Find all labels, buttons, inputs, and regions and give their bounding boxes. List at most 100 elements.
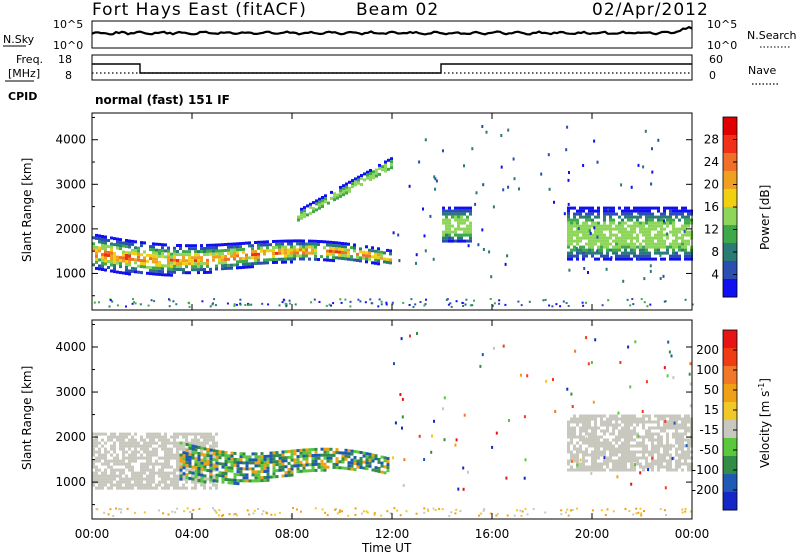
power-echo-cell (681, 215, 684, 219)
velocity-echo-cell (334, 508, 337, 511)
power-echo-cell (236, 263, 239, 267)
power-echo-cell (284, 257, 287, 261)
velocity-echo-cell (657, 417, 660, 421)
power-echo-cell (245, 262, 248, 266)
velocity-echo-cell (98, 474, 101, 478)
velocity-echo-cell (665, 514, 667, 516)
power-echo-cell (341, 251, 344, 254)
velocity-echo-cell (466, 470, 469, 474)
power-echo-cell (687, 221, 690, 225)
power-echo-cell (681, 245, 684, 249)
power-echo-cell (621, 251, 624, 255)
velocity-echo-cell (116, 453, 119, 457)
power-echo-cell (645, 245, 648, 249)
velocity-echo-cell (134, 471, 137, 475)
velocity-echo-cell (386, 460, 390, 464)
velocity-echo-cell (609, 444, 612, 448)
power-echo-cell (565, 148, 568, 152)
power-echo-cell (657, 224, 660, 228)
velocity-echo-cell (663, 423, 666, 427)
power-echo-cell (445, 218, 448, 222)
velocity-echo-cell (164, 447, 167, 451)
velocity-echo-cell (164, 438, 167, 442)
power-echo-cell (442, 212, 445, 216)
velocity-echo-cell (116, 456, 119, 460)
velocity-echo-cell (167, 474, 170, 478)
velocity-echo-cell (95, 456, 98, 460)
power-echo-cell (339, 191, 342, 195)
velocity-echo-cell (161, 456, 164, 460)
velocity-echo-cell (302, 451, 306, 455)
velocity-echo-cell (672, 420, 675, 424)
power-echo-cell (681, 233, 684, 237)
velocity-echo-cell (125, 435, 128, 439)
velocity-echo-cell (128, 453, 131, 457)
velocity-echo-cell (248, 479, 252, 483)
power-echo-cell (624, 251, 627, 255)
velocity-unit-exponent: -1 (757, 383, 766, 391)
velocity-echo-cell (104, 462, 107, 466)
power-echo-cell (570, 206, 573, 210)
power-echo-cell (257, 258, 260, 262)
velocity-echo-cell (657, 453, 660, 457)
velocity-echo-cell (188, 452, 192, 456)
velocity-echo-cell (164, 432, 167, 436)
velocity-echo-cell (314, 507, 317, 510)
power-ylabel: Slant Range [km] (20, 158, 34, 262)
power-echo-cell (125, 245, 128, 248)
power-echo-cell (308, 245, 311, 249)
velocity-echo-cell (203, 486, 206, 490)
power-echo-cell (369, 172, 372, 175)
velocity-echo-cell (588, 426, 591, 430)
velocity-echo-cell (149, 444, 152, 448)
power-echo-cell (600, 227, 603, 231)
power-echo-cell (188, 256, 191, 260)
velocity-echo-cell (350, 467, 354, 471)
velocity-echo-cell (125, 441, 128, 445)
velocity-echo-cell (119, 447, 122, 451)
power-echo-cell (333, 198, 336, 202)
power-echo-cell (573, 245, 576, 249)
velocity-echo-cell (657, 414, 660, 418)
power-echo-cell (640, 298, 643, 301)
velocity-echo-cell (101, 477, 104, 481)
velocity-echo-cell (212, 462, 215, 466)
power-echo-cell (600, 239, 603, 243)
power-echo-cell (158, 272, 161, 276)
velocity-echo-cell (182, 457, 186, 461)
power-echo-cell (281, 248, 284, 252)
power-echo-cell (637, 257, 640, 261)
power-echo-cell (588, 229, 591, 233)
power-echo-cell (107, 266, 110, 269)
power-echo-cell (236, 251, 239, 255)
power-echo-cell (116, 258, 119, 262)
power-echo-cell (672, 230, 675, 234)
velocity-echo-cell (140, 465, 143, 469)
power-echo-cell (457, 209, 460, 213)
velocity-echo-cell (131, 468, 134, 472)
velocity-echo-cell (585, 447, 588, 451)
velocity-echo-cell (233, 463, 237, 467)
power-echo-cell (344, 248, 347, 252)
power-echo-cell (191, 268, 194, 272)
velocity-echo-cell (158, 509, 161, 512)
power-echo-cell (213, 298, 216, 301)
velocity-echo-cell (523, 415, 526, 419)
power-echo-cell (606, 236, 609, 240)
power-echo-cell (98, 234, 101, 238)
velocity-echo-cell (657, 432, 660, 436)
power-echo-cell (597, 230, 600, 234)
velocity-echo-cell (648, 462, 651, 466)
velocity-echo-cell (624, 429, 627, 433)
power-echo-cell (624, 254, 627, 258)
power-echo-cell (630, 209, 633, 213)
velocity-echo-cell (678, 426, 681, 430)
power-echo-cell (152, 272, 155, 276)
power-echo-cell (660, 212, 663, 216)
velocity-echo-cell (332, 453, 336, 457)
velocity-echo-cell (664, 420, 667, 423)
velocity-echo-cell (137, 441, 140, 445)
velocity-echo-cell (275, 454, 279, 458)
velocity-echo-cell (573, 417, 576, 421)
velocity-echo-cell (239, 452, 243, 456)
